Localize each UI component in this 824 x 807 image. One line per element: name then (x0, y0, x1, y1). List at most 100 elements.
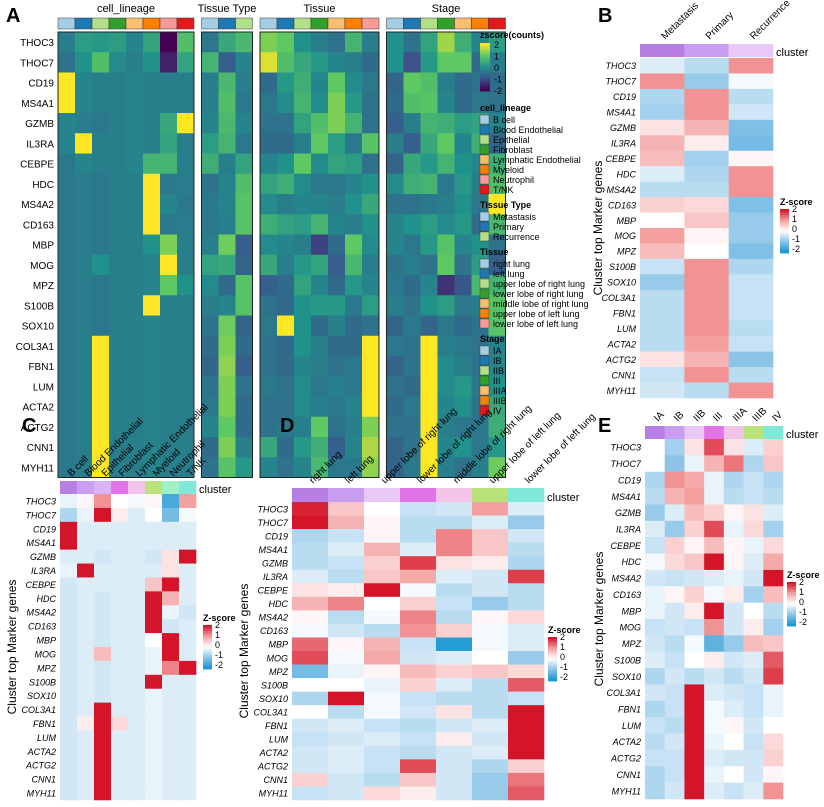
legend-label: Neutrophil (493, 175, 534, 185)
heatmap-cell (60, 507, 78, 523)
legend-label: right lung (493, 259, 530, 269)
heatmap-cell (75, 52, 93, 73)
heatmap-cell (111, 660, 129, 676)
zscore-legend-swatch (787, 616, 796, 619)
heatmap-cell (260, 32, 278, 53)
heatmap-cell (328, 133, 346, 154)
heatmap-cell (294, 153, 312, 175)
heatmap-cell (508, 623, 545, 638)
heatmap-cell (454, 457, 472, 478)
heatmap-cell (126, 437, 144, 458)
legend-swatch (479, 318, 490, 329)
heatmap-cell (77, 563, 95, 578)
heatmap-cell (345, 396, 363, 418)
heatmap-cell (345, 315, 363, 337)
heatmap-cell (664, 619, 685, 636)
heatmap-cell (472, 786, 509, 801)
zscore-legend-swatch (780, 241, 789, 244)
heatmap-cell (437, 214, 455, 235)
heatmap-cell (436, 691, 473, 706)
heatmap-cell (437, 315, 455, 337)
zscore-legend-swatch (787, 582, 796, 585)
heatmap-cell (471, 194, 489, 215)
heatmap-cell (454, 52, 472, 73)
heatmap-cell (437, 396, 455, 418)
heatmap-cell (162, 535, 180, 550)
zscore-legend-swatch (780, 249, 789, 252)
cluster-cell (292, 488, 329, 502)
heatmap-cell (260, 92, 278, 114)
heatmap-cell (472, 623, 509, 638)
heatmap-cell (743, 684, 764, 702)
heatmap-cell (160, 194, 178, 215)
heatmap-cell (277, 416, 295, 438)
heatmap-cell (60, 716, 78, 731)
heatmap-cell (364, 502, 401, 516)
heatmap-cell (126, 113, 144, 134)
heatmap-cell (437, 416, 455, 438)
heatmap-cell (60, 521, 78, 537)
heatmap-cell (77, 758, 95, 773)
heatmap-cell (58, 254, 76, 276)
heatmap-cell (684, 88, 729, 105)
heatmap-cell (386, 72, 404, 94)
heatmap-cell (328, 678, 365, 692)
gene-label: S100B (609, 262, 636, 272)
heatmap-cell (145, 591, 163, 606)
zscore-legend-tick: 1 (792, 214, 797, 224)
heatmap-cell (160, 416, 178, 438)
heatmap-cell (294, 457, 312, 478)
heatmap-cell (454, 92, 472, 114)
legend-title: Stage (480, 334, 505, 344)
heatmap-cell (143, 295, 161, 316)
heatmap-cell (386, 437, 404, 458)
heatmap-cell (111, 758, 129, 773)
heatmap-cell (92, 92, 110, 114)
group-border (386, 31, 506, 478)
heatmap-cell (162, 494, 180, 509)
heatmap-cell (640, 289, 685, 306)
heatmap-cell (664, 782, 685, 800)
heatmap-cell (128, 535, 146, 550)
heatmap-cell (640, 351, 685, 368)
heatmap-cell (763, 749, 784, 767)
legend-label: IIIA (493, 386, 507, 396)
heatmap-cell (508, 596, 545, 611)
cluster-label: cluster (776, 47, 809, 59)
heatmap-cell (508, 705, 545, 720)
zscore-legend-tick: -1 (792, 234, 800, 244)
legend-swatch (479, 184, 490, 195)
heatmap-cell (201, 214, 219, 235)
gene-label: MYH11 (259, 789, 288, 799)
heatmap-cell (143, 52, 161, 73)
annotation-cell (176, 17, 195, 30)
heatmap-cell (128, 605, 146, 620)
zscore-legend-title: Z-score (548, 625, 581, 635)
zscore-legend-swatch (548, 667, 557, 670)
column-label: Primary (704, 10, 736, 42)
heatmap-cell (400, 786, 437, 801)
heatmap-cell (684, 733, 705, 751)
heatmap-cell (508, 772, 545, 787)
group-title: Stage (432, 3, 461, 15)
zscore-legend-swatch (548, 651, 557, 654)
heatmap-cell (58, 437, 76, 458)
heatmap-cell (684, 537, 705, 554)
heatmap-cell (60, 591, 78, 606)
zscore-legend-swatch (780, 227, 789, 230)
heatmap-cell (277, 153, 295, 175)
heatmap-cell (128, 730, 146, 745)
heatmap-cell (664, 766, 685, 783)
heatmap-cell (436, 637, 473, 652)
gene-label: MOG (620, 623, 642, 633)
heatmap-cell (77, 647, 95, 662)
heatmap-cell (294, 72, 312, 94)
heatmap-cell (472, 705, 509, 720)
heatmap-cell (640, 336, 685, 352)
heatmap-cell (111, 605, 129, 620)
heatmap-cell (294, 335, 312, 357)
heatmap-cell (60, 772, 78, 787)
heatmap-cell (728, 212, 774, 229)
y-axis-label: Cluster top Marker genes (237, 584, 251, 719)
